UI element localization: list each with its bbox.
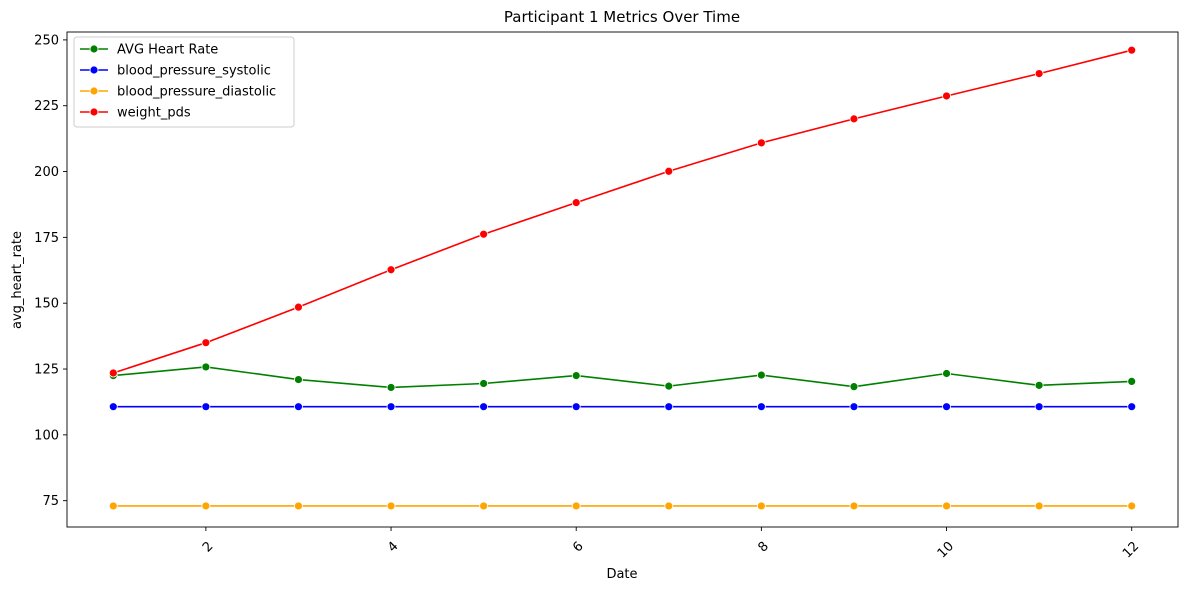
data-point [108, 402, 118, 412]
y-tick-label: 75 [42, 494, 59, 509]
data-point [756, 138, 766, 148]
data-point [108, 368, 118, 378]
data-point [479, 501, 489, 511]
data-point [294, 402, 303, 412]
legend-marker [89, 86, 99, 96]
legend-marker [89, 65, 99, 75]
data-point [386, 402, 396, 412]
data-point [664, 381, 674, 391]
data-point [386, 501, 396, 511]
data-point [1127, 402, 1137, 412]
data-point [1127, 376, 1137, 386]
data-point [1034, 69, 1044, 79]
plot-frame [66, 31, 1179, 528]
legend-marker [89, 107, 99, 117]
data-point [1034, 501, 1044, 511]
data-point [479, 229, 489, 239]
data-point [664, 166, 674, 176]
data-point [294, 302, 303, 312]
data-point [108, 501, 118, 511]
data-point [294, 375, 303, 384]
data-point [201, 362, 211, 372]
plot-area [108, 45, 1137, 511]
data-point [942, 501, 951, 511]
y-tick-label: 250 [34, 33, 59, 48]
data-point [849, 402, 859, 412]
data-point [664, 501, 674, 511]
data-point [849, 382, 859, 392]
y-tick-label: 125 [34, 363, 59, 378]
series-line-weight_pds [113, 49, 1132, 374]
data-point [571, 198, 581, 208]
y-tick-label: 175 [34, 231, 59, 246]
legend: AVG Heart Rate blood_pressure_systolicblo… [73, 36, 295, 128]
data-point [756, 501, 766, 511]
data-point [664, 402, 674, 412]
data-point [479, 379, 489, 388]
series-line-AVG Heart Rate [113, 366, 1132, 389]
data-point [1034, 380, 1044, 390]
legend-label: AVG Heart Rate [117, 43, 218, 58]
legend-marker [89, 44, 99, 54]
data-point [942, 369, 951, 378]
y-axis-title: avg_heart_rate [10, 231, 25, 329]
data-point [1127, 501, 1137, 511]
data-point [201, 402, 211, 412]
data-point [756, 402, 766, 412]
data-point [1034, 402, 1044, 412]
data-point [386, 383, 396, 392]
data-point [1127, 45, 1137, 55]
data-point [571, 501, 581, 511]
data-point [756, 370, 766, 380]
legend-label: weight_pds [117, 106, 191, 121]
chart-title: Participant 1 Metrics Over Time [504, 8, 740, 26]
data-point [849, 114, 859, 124]
data-point [942, 91, 951, 101]
data-point [942, 402, 951, 412]
data-point [479, 402, 489, 412]
data-point [571, 371, 581, 381]
data-point [294, 501, 303, 511]
y-tick-label: 100 [34, 428, 59, 443]
y-tick-label: 150 [34, 297, 59, 312]
legend-box [73, 36, 295, 128]
y-tick-label: 225 [34, 99, 59, 114]
data-point [849, 501, 859, 511]
x-axis-title: Date [606, 567, 637, 582]
legend-label: blood_pressure_systolic [117, 64, 271, 79]
data-point [201, 501, 211, 511]
data-point [386, 265, 396, 275]
data-point [571, 402, 581, 412]
y-tick-label: 200 [34, 165, 59, 180]
data-point [201, 338, 211, 348]
legend-label: blood_pressure_diastolic [117, 85, 276, 100]
